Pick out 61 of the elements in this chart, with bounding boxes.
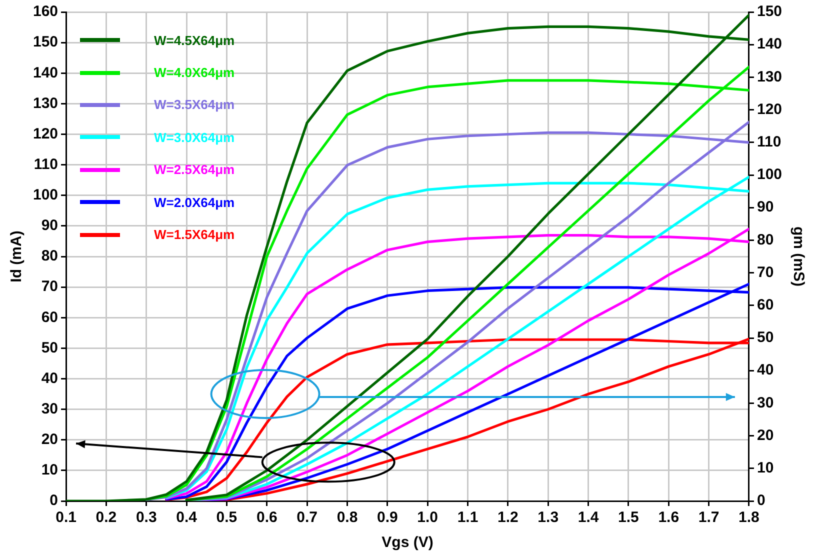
y2-tick-label: 130 (756, 68, 782, 86)
y-tick-label: 60 (41, 308, 58, 326)
x-tick-label: 1.7 (698, 509, 720, 526)
text: W=4.5X64μm (154, 32, 235, 48)
text: W=1.5X64μm (154, 227, 235, 242)
text: W=3.5X64μm (154, 97, 235, 112)
y-tick-label: 90 (41, 217, 58, 234)
text: W=2.5X64μm (154, 162, 235, 178)
y2-tick-label: 20 (756, 426, 774, 444)
x-tick-label: 0.7 (296, 509, 318, 526)
x-tick-label: 0.3 (136, 509, 157, 526)
y2-tick-label: 100 (756, 166, 782, 184)
x-tick-label: 1.0 (417, 509, 438, 526)
text: W=2.0X64μm (154, 194, 235, 210)
x-tick-label: 1.4 (578, 509, 600, 526)
y-tick-label: 120 (32, 125, 58, 142)
text: W=3.0X64μm (154, 130, 235, 145)
y-tick-label: 10 (41, 462, 58, 479)
y-tick-label: 50 (41, 339, 58, 356)
y-axis-title: Id (mA) (8, 230, 26, 282)
y-tick-label: 40 (41, 370, 58, 387)
y-tick-label: 130 (32, 94, 58, 112)
y2-tick-label: 80 (756, 231, 774, 248)
y2-axis-title: gm (mS) (790, 226, 807, 287)
x-tick-label: 1.1 (457, 509, 478, 526)
x-tick-label: 1.3 (538, 509, 559, 526)
x-tick-label: 0.6 (256, 509, 278, 526)
y-tick-label: 20 (41, 431, 58, 448)
y-tick-label: 100 (32, 186, 58, 204)
y2-tick-label: 90 (756, 198, 774, 216)
x-tick-label: 0.1 (56, 509, 76, 526)
y2-tick-label: 10 (756, 460, 774, 477)
y-tick-label: 150 (32, 34, 58, 51)
y2-tick-label: 60 (756, 296, 774, 314)
y-tick-label: 70 (41, 278, 58, 296)
y-tick-label: 0 (50, 492, 58, 510)
x-tick-label: 0.2 (96, 509, 117, 526)
x-tick-label: 0.4 (176, 509, 198, 526)
x-tick-label: 1.5 (618, 509, 639, 526)
y-tick-label: 110 (34, 156, 58, 173)
x-tick-label: 1.2 (498, 509, 518, 526)
y2-tick-label: 150 (756, 3, 782, 20)
y2-tick-label: 30 (756, 394, 774, 412)
y-tick-label: 140 (32, 64, 58, 82)
x-tick-label: 0.8 (336, 509, 358, 526)
x-tick-label: 0.9 (376, 509, 398, 526)
y-tick-label: 80 (41, 248, 58, 265)
x-tick-label: 1.8 (738, 509, 760, 526)
x-axis-title: Vgs (V) (382, 534, 434, 552)
x-tick-label: 0.5 (216, 509, 238, 526)
y2-tick-label: 50 (756, 329, 774, 346)
y2-tick-label: 140 (756, 36, 782, 53)
text: W=4.0X64μm (154, 65, 235, 80)
y-tick-label: 160 (32, 3, 58, 20)
y2-tick-label: 70 (756, 264, 774, 281)
y-tick-label: 30 (41, 400, 58, 418)
y2-tick-label: 120 (756, 100, 782, 118)
y2-tick-label: 40 (756, 362, 774, 379)
x-tick-label: 1.6 (658, 509, 680, 526)
y2-tick-label: 0 (756, 492, 766, 510)
y2-tick-label: 110 (756, 134, 782, 151)
